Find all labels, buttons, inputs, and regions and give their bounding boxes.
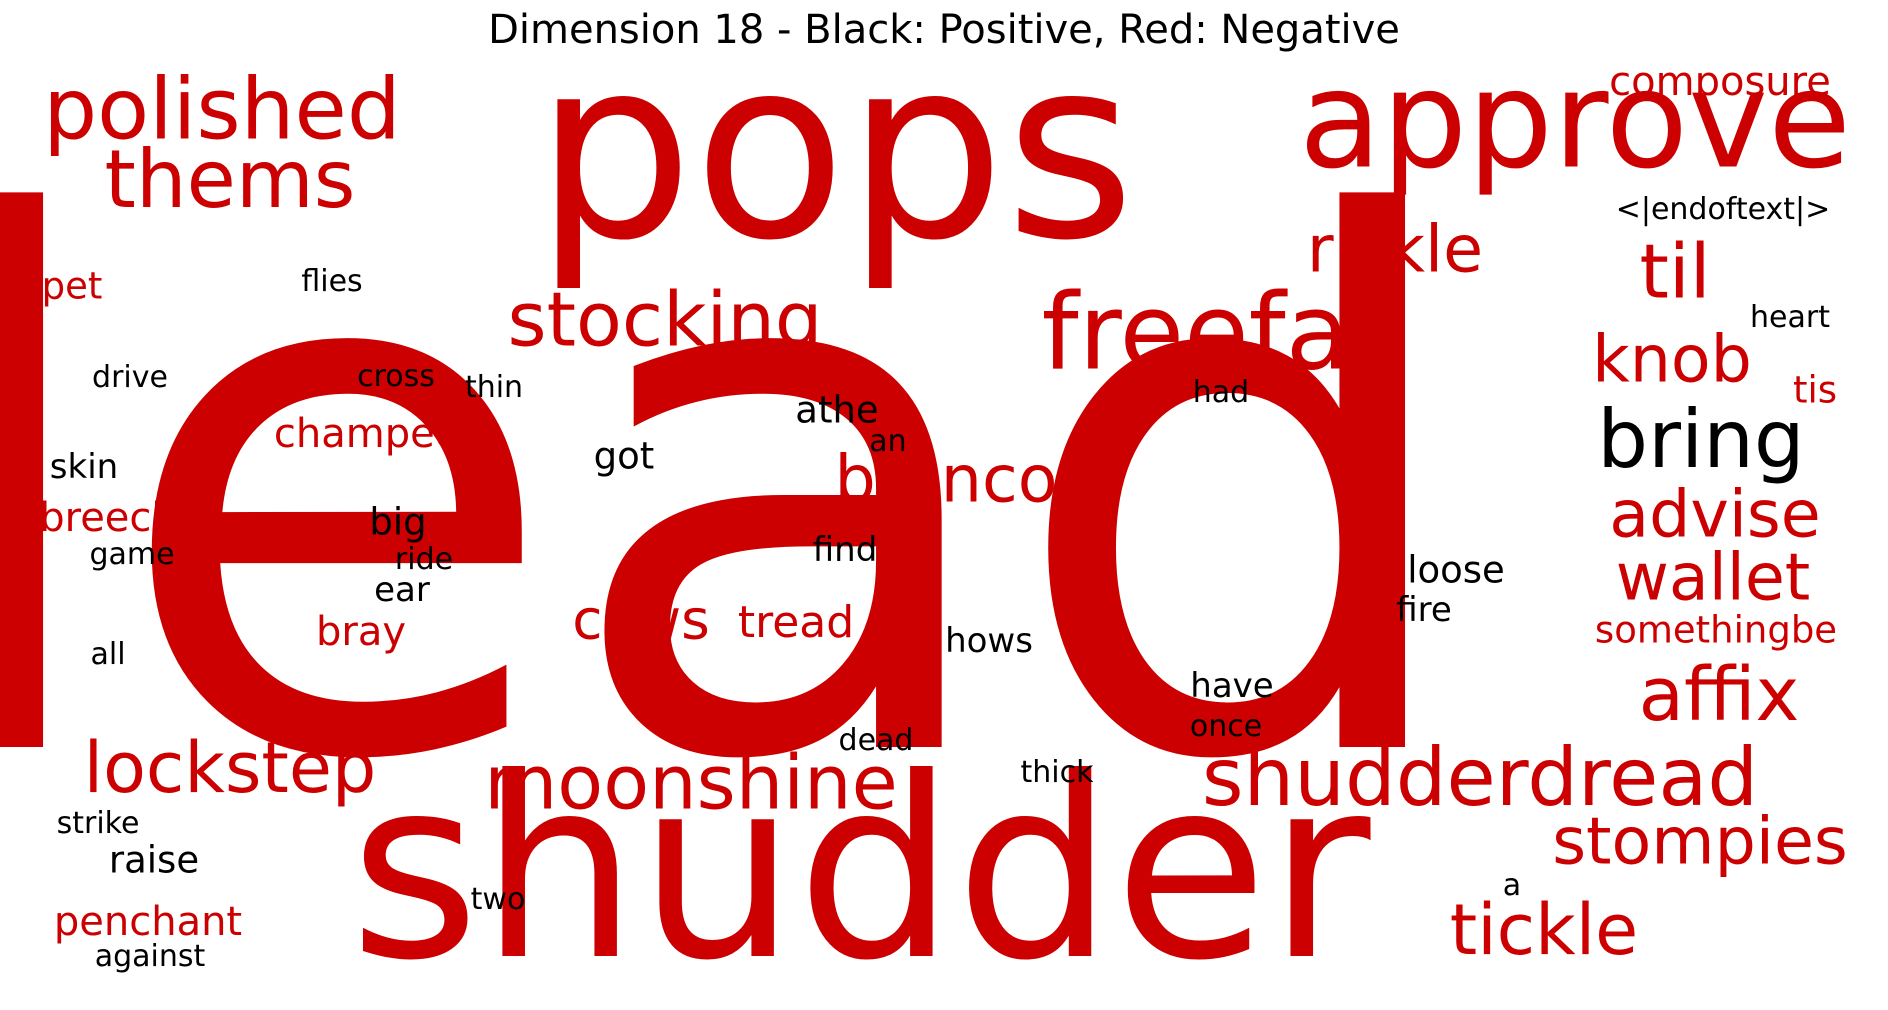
- cloud-word: thick: [1020, 755, 1094, 790]
- cloud-word: composure: [1609, 59, 1831, 105]
- cloud-word: once: [1189, 709, 1263, 744]
- cloud-word: shudder: [349, 724, 1371, 1010]
- cloud-word: had: [1192, 375, 1250, 410]
- cloud-word: a: [1502, 868, 1522, 903]
- cloud-word: two: [470, 882, 526, 917]
- cloud-word: find: [812, 530, 878, 570]
- cloud-word: breech: [39, 495, 177, 541]
- cloud-word: cows: [572, 587, 710, 652]
- cloud-word: stompies: [1552, 804, 1848, 880]
- cloud-word: have: [1190, 666, 1274, 706]
- cloud-word: against: [94, 939, 206, 974]
- cloud-word: lead: [0, 70, 1472, 920]
- cloud-word: pet: [41, 264, 103, 308]
- cloud-word: game: [89, 537, 175, 572]
- cloud-word: knob: [1592, 322, 1752, 398]
- cloud-word: an: [869, 424, 907, 459]
- cloud-word: bray: [315, 609, 407, 655]
- cloud-word: champed: [273, 411, 461, 457]
- cloud-word: shudderdread: [1201, 731, 1759, 824]
- cloud-word: big: [369, 500, 427, 544]
- cloud-word: bring: [1597, 393, 1805, 486]
- cloud-word: freefall: [1041, 271, 1409, 394]
- cloud-word: rickle: [1306, 212, 1484, 288]
- cloud-word: athe: [795, 388, 879, 432]
- cloud-word: all: [90, 637, 126, 672]
- cloud-word: til: [1639, 227, 1711, 316]
- cloud-word: tread: [737, 597, 855, 648]
- cloud-word: loose: [1407, 548, 1505, 592]
- cloud-word: wallet: [1615, 540, 1811, 616]
- cloud-word: strike: [56, 806, 140, 841]
- cloud-word: tickle: [1449, 889, 1639, 971]
- cloud-word: approve: [1298, 41, 1852, 199]
- cloud-word: polished: [43, 60, 401, 160]
- cloud-word: lockstep: [83, 727, 377, 809]
- cloud-word: somethingbe: [1594, 608, 1838, 652]
- cloud-word: thin: [464, 370, 524, 405]
- cloud-word: raise: [108, 838, 200, 882]
- cloud-word: penchant: [53, 899, 243, 945]
- cloud-word: drive: [92, 360, 168, 395]
- page-title: Dimension 18 - Black: Positive, Red: Neg…: [488, 7, 1400, 53]
- cloud-word: <|endoftext|>: [1615, 192, 1831, 227]
- cloud-word: flies: [301, 264, 363, 299]
- cloud-word: moonshine: [484, 738, 898, 827]
- cloud-word: bronco: [834, 442, 1058, 518]
- cloud-word: advise: [1609, 477, 1821, 553]
- cloud-word: heart: [1750, 300, 1830, 335]
- cloud-word: skin: [49, 447, 119, 487]
- cloud-word: dead: [838, 723, 914, 758]
- cloud-word: ride: [394, 542, 454, 577]
- cloud-word: ear: [374, 570, 430, 610]
- cloud-word: thems: [104, 133, 356, 226]
- cloud-word: got: [593, 434, 655, 478]
- cloud-word: tis: [1792, 368, 1838, 412]
- cloud-word: stocking: [507, 275, 823, 364]
- cloud-word: affix: [1638, 652, 1800, 738]
- cloud-word: hows: [945, 621, 1033, 661]
- cloud-word: pops: [534, 4, 1136, 295]
- cloud-word: fire: [1396, 590, 1452, 630]
- cloud-word: cross: [357, 359, 435, 394]
